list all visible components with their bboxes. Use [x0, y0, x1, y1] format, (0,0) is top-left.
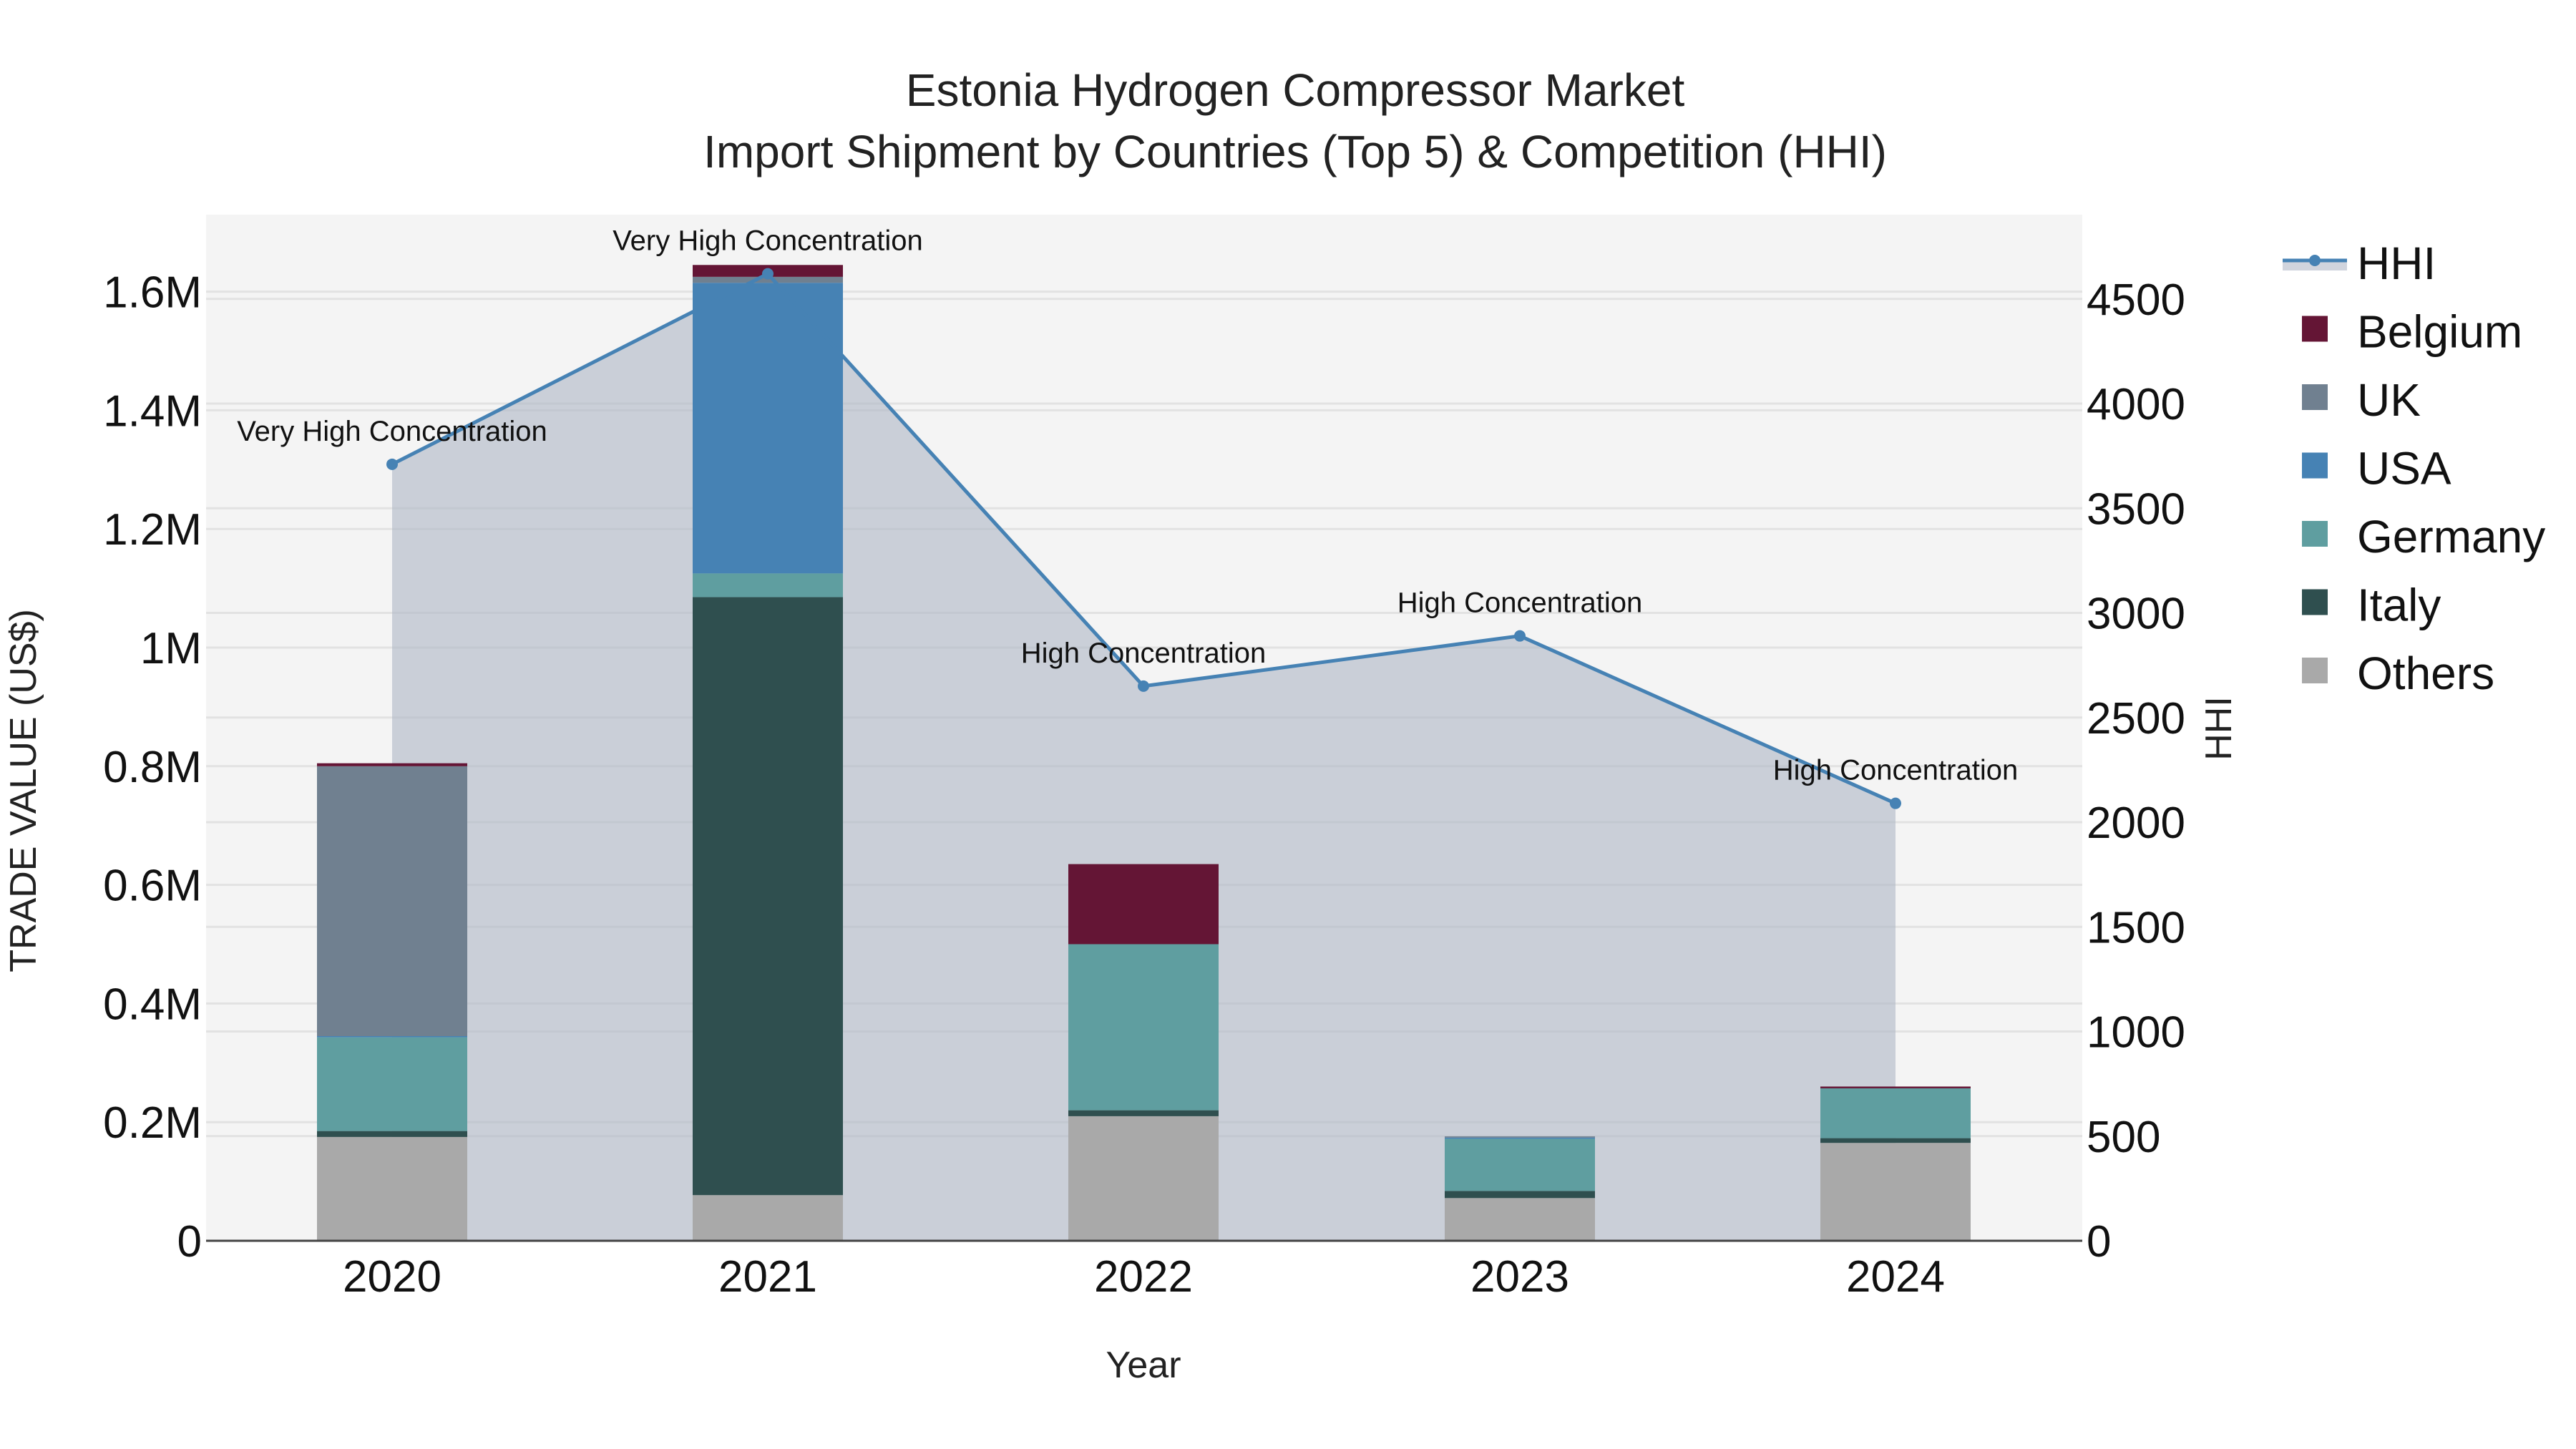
x-tick: 2020: [343, 1252, 441, 1302]
y-right-tick: 0: [2087, 1217, 2111, 1267]
bar-segment-others[interactable]: [317, 1136, 467, 1241]
x-tick: 2024: [1846, 1252, 1945, 1302]
chart-title-line2: Import Shipment by Countries (Top 5) & C…: [703, 126, 1887, 177]
legend-swatch: [2302, 452, 2328, 479]
bar-segment-italy[interactable]: [317, 1131, 467, 1137]
y-right-tick: 500: [2087, 1113, 2160, 1162]
bar-segment-others[interactable]: [693, 1195, 843, 1241]
hhi-annotation: High Concentration: [1397, 587, 1642, 619]
hhi-annotation: High Concentration: [1773, 755, 2018, 786]
bar-segment-italy[interactable]: [1068, 1110, 1219, 1116]
stacked-bars: [317, 265, 1971, 1241]
legend-item-others[interactable]: Others: [2302, 648, 2494, 699]
hhi-line: Very High Concentration Very High Concent…: [237, 225, 2018, 809]
hhi-annotation: Very High Concentration: [237, 416, 547, 447]
legend-item-germany[interactable]: Germany: [2302, 511, 2545, 562]
bar-segment-italy[interactable]: [1445, 1191, 1595, 1199]
y-left-tick: 0: [177, 1217, 202, 1267]
bar-segment-others[interactable]: [1445, 1198, 1595, 1241]
legend-item-hhi[interactable]: HHI: [2283, 238, 2436, 289]
hhi-point[interactable]: [762, 268, 774, 280]
y-right-tick: 3000: [2087, 590, 2185, 639]
legend-swatch: [2302, 589, 2328, 615]
legend-swatch: [2302, 658, 2328, 683]
y-right-tick: 3500: [2087, 484, 2185, 534]
legend-label: Belgium: [2357, 306, 2522, 358]
bar-segment-uk[interactable]: [317, 766, 467, 1036]
bar-segment-uk[interactable]: [693, 276, 843, 283]
hhi-point[interactable]: [386, 458, 398, 470]
bar-segment-others[interactable]: [1068, 1116, 1219, 1241]
y-left-tick: 0.8M: [103, 743, 202, 792]
x-tick: 2021: [718, 1252, 817, 1302]
y-left-tick: 0.6M: [103, 862, 202, 911]
y-left-tick: 1M: [140, 624, 202, 673]
bar-segment-uk[interactable]: [1445, 1136, 1595, 1138]
chart-title-line1: Estonia Hydrogen Compressor Market: [906, 64, 1685, 116]
y-left-tick: 1.6M: [103, 268, 202, 318]
legend-swatch: [2302, 384, 2328, 410]
x-tick: 2022: [1094, 1252, 1193, 1302]
legend-label: Germany: [2357, 511, 2545, 562]
bar-segment-belgium[interactable]: [317, 763, 467, 766]
bar-segment-usa[interactable]: [1445, 1137, 1595, 1139]
x-axis-ticks: 2020 2021 2022 2023 2024: [343, 1252, 1945, 1302]
legend-swatch: [2302, 316, 2328, 342]
y-left-axis-title: TRADE VALUE (US$): [3, 609, 44, 972]
y-left-tick: 0.2M: [103, 1098, 202, 1148]
right-y-axis-ticks: 0 500 1000 1500 2000 2500 3000 3500 4000 4500: [2087, 275, 2185, 1267]
y-right-axis-title: HHI: [2198, 696, 2240, 761]
legend: HHI Belgium UK USA Germany Italy Others: [2283, 238, 2545, 699]
bar-segment-usa[interactable]: [693, 283, 843, 574]
y-left-tick: 0.4M: [103, 980, 202, 1029]
legend-label: UK: [2357, 374, 2421, 426]
y-left-tick: 1.4M: [103, 386, 202, 436]
hhi-point[interactable]: [1890, 797, 1901, 809]
legend-swatch: [2302, 521, 2328, 547]
bar-segment-usa[interactable]: [317, 1035, 467, 1038]
bar-segment-germany[interactable]: [1445, 1138, 1595, 1191]
x-tick: 2023: [1470, 1252, 1569, 1302]
bar-segment-germany[interactable]: [693, 573, 843, 597]
hhi-point[interactable]: [1138, 680, 1149, 692]
bar-segment-italy[interactable]: [693, 597, 843, 1196]
legend-item-belgium[interactable]: Belgium: [2302, 306, 2522, 358]
y-right-tick: 4000: [2087, 380, 2185, 429]
legend-label: Italy: [2357, 580, 2441, 631]
x-axis-title: Year: [1106, 1345, 1181, 1386]
bar-segment-germany[interactable]: [1820, 1088, 1971, 1138]
legend-label: HHI: [2357, 238, 2436, 289]
legend-item-uk[interactable]: UK: [2302, 374, 2421, 426]
y-left-tick: 1.2M: [103, 505, 202, 555]
hhi-annotation: High Concentration: [1021, 638, 1266, 669]
legend-label: Others: [2357, 648, 2494, 699]
legend-item-italy[interactable]: Italy: [2302, 580, 2441, 631]
legend-label: USA: [2357, 443, 2451, 494]
hhi-point[interactable]: [1514, 630, 1526, 642]
y-right-tick: 2000: [2087, 799, 2185, 848]
left-y-axis-ticks: 0 0.2M 0.4M 0.6M 0.8M 1M 1.2M 1.4M 1.6M: [103, 268, 202, 1267]
bar-segment-belgium[interactable]: [1820, 1086, 1971, 1088]
bar-segment-germany[interactable]: [317, 1037, 467, 1131]
hhi-annotation: Very High Concentration: [613, 225, 923, 257]
bar-segment-italy[interactable]: [1820, 1138, 1971, 1143]
bar-segment-others[interactable]: [1820, 1143, 1971, 1241]
y-right-tick: 1500: [2087, 903, 2185, 952]
bar-segment-belgium[interactable]: [1068, 864, 1219, 945]
bar-segment-germany[interactable]: [1068, 944, 1219, 1111]
y-right-tick: 4500: [2087, 275, 2185, 325]
y-right-tick: 2500: [2087, 694, 2185, 743]
y-right-tick: 1000: [2087, 1008, 2185, 1058]
legend-item-usa[interactable]: USA: [2302, 443, 2451, 494]
